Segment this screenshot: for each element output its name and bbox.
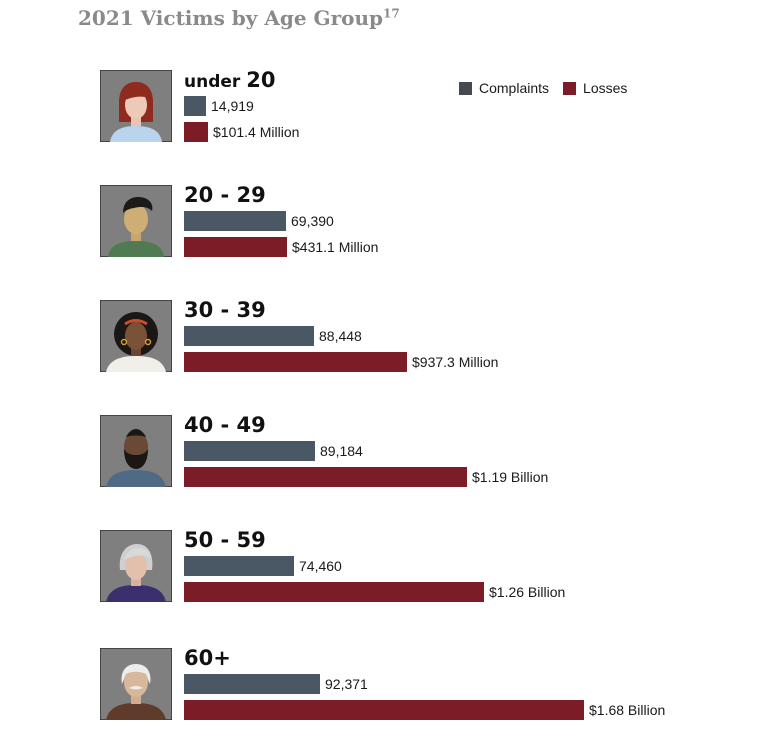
losses-bar bbox=[184, 352, 407, 372]
complaints-bar bbox=[184, 326, 314, 346]
losses-value-label: $1.19 Billion bbox=[472, 469, 549, 485]
complaints-value-label: 69,390 bbox=[291, 213, 334, 229]
category-label: 50 - 59 bbox=[184, 530, 266, 551]
category-label-prefix: under bbox=[184, 72, 247, 92]
complaints-bar bbox=[184, 211, 286, 231]
losses-value-label: $101.4 Million bbox=[213, 124, 300, 140]
age-group-60: 60+ 92,371 $1.68 Billion bbox=[0, 648, 763, 728]
category-label-main: 50 - 59 bbox=[184, 528, 266, 552]
category-label: under 20 bbox=[184, 70, 275, 91]
title-footnote: 17 bbox=[383, 6, 400, 21]
legend: Complaints Losses bbox=[459, 80, 641, 96]
age-group-under-20: under 20 14,919 $101.4 Million bbox=[0, 70, 763, 150]
category-label: 60+ bbox=[184, 648, 231, 669]
category-label-main: 20 - 29 bbox=[184, 183, 266, 207]
losses-value-label: $431.1 Million bbox=[292, 239, 379, 255]
chart-title: 2021 Victims by Age Group17 bbox=[78, 6, 400, 30]
category-label-main: 40 - 49 bbox=[184, 413, 266, 437]
legend-label-losses: Losses bbox=[583, 80, 628, 96]
complaints-value-label: 14,919 bbox=[211, 98, 254, 114]
complaints-bar bbox=[184, 441, 315, 461]
losses-bar bbox=[184, 122, 208, 142]
legend-item-losses: Losses bbox=[563, 80, 627, 96]
losses-bar bbox=[184, 467, 467, 487]
category-label: 20 - 29 bbox=[184, 185, 266, 206]
category-label-main: 20 bbox=[246, 68, 276, 92]
woman-curly-hair-icon bbox=[100, 300, 172, 372]
losses-bar bbox=[184, 700, 584, 720]
legend-swatch-losses bbox=[563, 81, 577, 95]
complaints-value-label: 74,460 bbox=[299, 558, 342, 574]
losses-value-label: $1.68 Billion bbox=[589, 702, 666, 718]
category-label: 30 - 39 bbox=[184, 300, 266, 321]
age-group-40-49: 40 - 49 89,184 $1.19 Billion bbox=[0, 415, 763, 495]
young-woman-icon bbox=[100, 70, 172, 142]
category-label: 40 - 49 bbox=[184, 415, 266, 436]
complaints-bar bbox=[184, 674, 320, 694]
age-group-20-29: 20 - 29 69,390 $431.1 Million bbox=[0, 185, 763, 265]
losses-bar bbox=[184, 237, 287, 257]
age-group-50-59: 50 - 59 74,460 $1.26 Billion bbox=[0, 530, 763, 610]
gray-haired-woman-icon bbox=[100, 530, 172, 602]
legend-item-complaints: Complaints bbox=[459, 80, 549, 96]
category-label-main: 60+ bbox=[184, 646, 231, 670]
complaints-value-label: 92,371 bbox=[325, 676, 368, 692]
bearded-man-icon bbox=[100, 415, 172, 487]
young-man-icon bbox=[100, 185, 172, 257]
losses-value-label: $937.3 Million bbox=[412, 354, 499, 370]
category-label-main: 30 - 39 bbox=[184, 298, 266, 322]
losses-value-label: $1.26 Billion bbox=[489, 584, 566, 600]
complaints-value-label: 89,184 bbox=[320, 443, 363, 459]
age-group-30-39: 30 - 39 88,448 $937.3 Million bbox=[0, 300, 763, 380]
complaints-bar bbox=[184, 96, 206, 116]
legend-swatch-complaints bbox=[459, 81, 472, 95]
complaints-bar bbox=[184, 556, 294, 576]
elderly-man-icon bbox=[100, 648, 172, 720]
legend-label-complaints: Complaints bbox=[479, 80, 550, 96]
losses-bar bbox=[184, 582, 484, 602]
complaints-value-label: 88,448 bbox=[319, 328, 362, 344]
